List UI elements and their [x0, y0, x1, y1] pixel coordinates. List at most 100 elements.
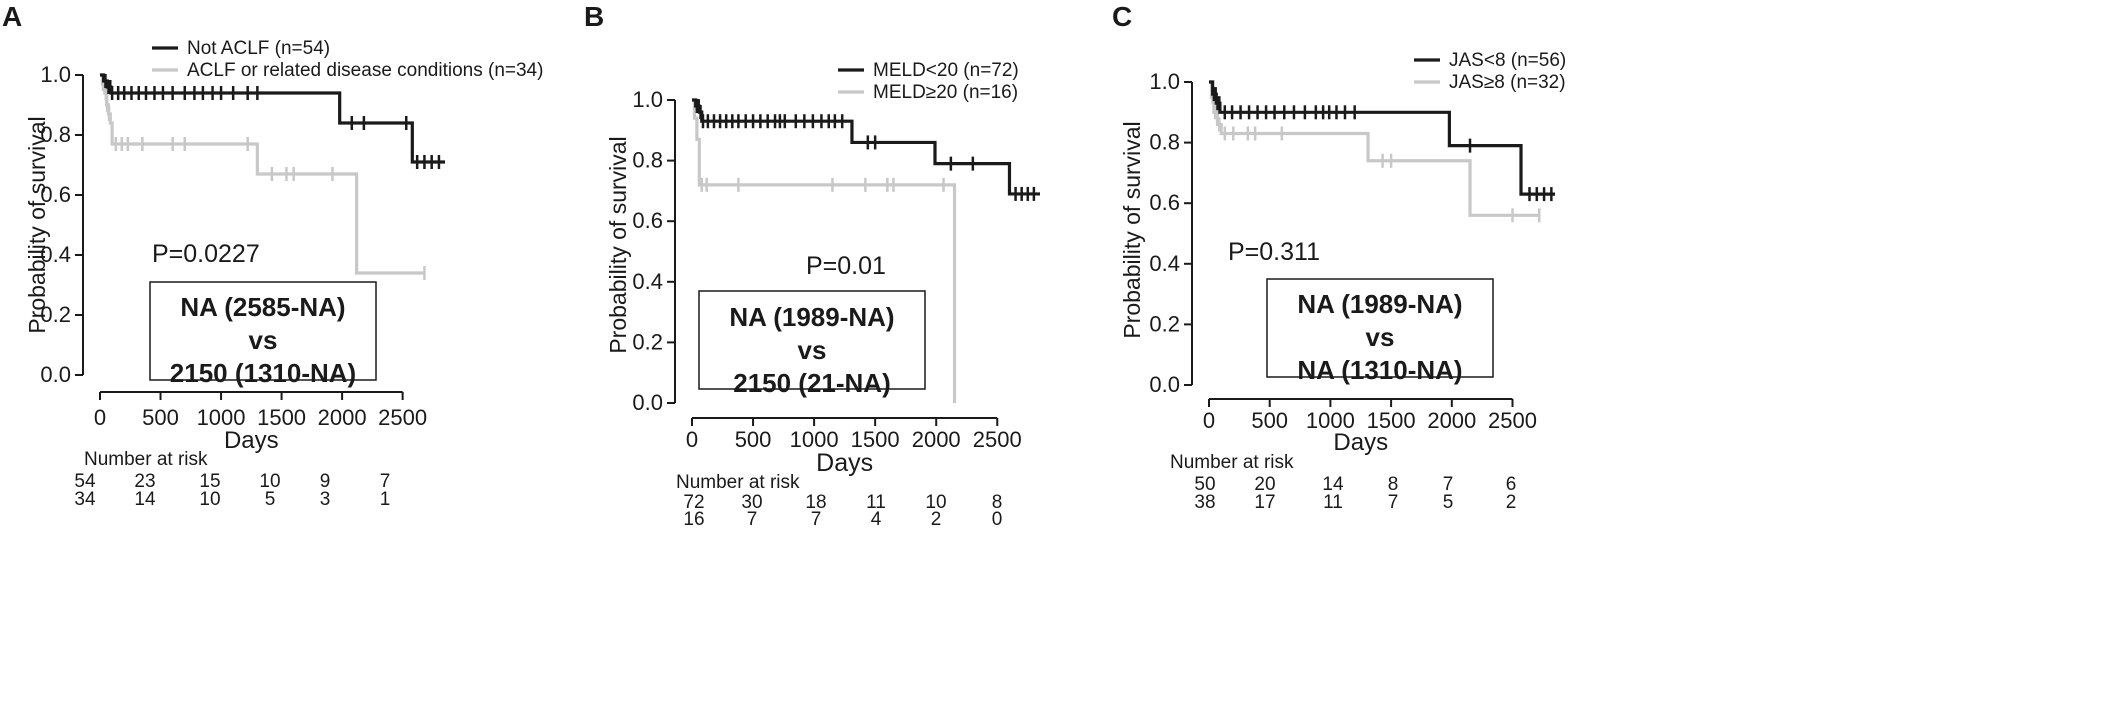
risk-count: 14: [1322, 474, 1344, 495]
risk-count: 7: [380, 471, 391, 492]
median-box-line: vs: [1366, 322, 1395, 352]
survival-curve-1: [1209, 80, 1555, 196]
risk-count: 9: [320, 471, 331, 492]
y-tick-label: 0.4: [632, 269, 663, 294]
risk-count: 2: [1506, 492, 1517, 513]
x-tick-label: 1500: [257, 405, 306, 430]
risk-table-title: Number at risk: [1170, 452, 1294, 473]
y-tick-label: 0.2: [1149, 311, 1180, 336]
survival-curve-1: [100, 73, 445, 164]
risk-count: 14: [134, 489, 156, 510]
risk-count: 23: [134, 471, 155, 492]
y-tick-label: 0.2: [632, 329, 663, 354]
x-tick-label: 0: [686, 427, 698, 452]
risk-count: 20: [1254, 474, 1275, 495]
y-tick-label: 1.0: [1149, 69, 1180, 94]
survival-curve-2: [1209, 80, 1540, 217]
risk-count: 10: [259, 471, 280, 492]
p-value: P=0.311: [1228, 238, 1320, 266]
x-tick-label: 2500: [1488, 408, 1537, 433]
p-value: P=0.01: [806, 252, 886, 280]
x-tick-label: 2000: [912, 427, 961, 452]
x-tick-label: 1000: [790, 427, 839, 452]
risk-count: 7: [747, 509, 758, 530]
legend-label-2: MELD≥20 (n=16): [873, 82, 1018, 103]
y-tick-label: 0.8: [1149, 130, 1180, 155]
y-tick-label: 0.0: [1149, 372, 1180, 397]
legend-label-2: ACLF or related disease conditions (n=34…: [187, 60, 543, 81]
y-axis-title: Probability of survival: [605, 136, 631, 353]
median-box-line: 2150 (1310-NA): [170, 358, 356, 388]
x-tick-label: 0: [94, 405, 106, 430]
median-box: [149, 281, 377, 381]
risk-count: 54: [74, 471, 96, 492]
y-axis-title: Probability of survival: [24, 116, 50, 333]
risk-count: 10: [199, 489, 220, 510]
median-box-line: vs: [249, 325, 278, 355]
median-box: [698, 290, 926, 390]
x-tick-label: 2000: [318, 405, 367, 430]
risk-count: 16: [683, 509, 704, 530]
x-tick-label: 1500: [1367, 408, 1416, 433]
legend-label-1: MELD<20 (n=72): [873, 60, 1019, 81]
x-tick-label: 2500: [378, 405, 427, 430]
risk-count: 5: [265, 489, 276, 510]
risk-count: 17: [1254, 492, 1275, 513]
risk-count: 11: [1323, 492, 1343, 513]
y-tick-label: 1.0: [40, 62, 71, 87]
y-tick-label: 0.6: [1149, 190, 1180, 215]
median-box-line: 2150 (21-NA): [733, 368, 891, 398]
x-tick-label: 1500: [851, 427, 900, 452]
x-tick-label: 500: [1251, 408, 1288, 433]
y-tick-label: 0.4: [40, 242, 71, 267]
y-tick-label: 0.2: [40, 302, 71, 327]
risk-count: 7: [1443, 474, 1454, 495]
risk-count: 3: [320, 489, 331, 510]
median-box-line: NA (1989-NA): [729, 302, 894, 332]
y-tick-label: 0.6: [40, 182, 71, 207]
x-axis-title: Days: [816, 449, 873, 477]
x-tick-label: 500: [735, 427, 772, 452]
panel-a: A 0.0 0.2 0.4 0.6 0.8 1.0 0 500 1000 1500 2000 2500 D…: [2, 1, 543, 510]
y-tick-label: 0.4: [1149, 251, 1180, 276]
risk-count: 38: [1194, 492, 1215, 513]
risk-count: 1: [380, 489, 391, 510]
risk-table-title: Number at risk: [676, 472, 800, 493]
x-tick-label: 2000: [1427, 408, 1476, 433]
x-axis-title: Days: [224, 427, 279, 454]
x-tick-label: 0: [1203, 408, 1215, 433]
legend-label-2: JAS≥8 (n=32): [1449, 72, 1566, 93]
median-box-line: vs: [798, 335, 827, 365]
legend-label-1: Not ACLF (n=54): [187, 38, 330, 59]
panel-label: B: [584, 1, 604, 32]
risk-count: 30: [741, 492, 762, 513]
risk-count: 6: [1506, 474, 1517, 495]
y-tick-label: 0.0: [40, 362, 71, 387]
risk-count: 50: [1194, 474, 1215, 495]
y-tick-label: 0.0: [632, 390, 663, 415]
x-tick-label: 1000: [197, 405, 246, 430]
median-box: [1266, 278, 1494, 378]
y-axis-title: Probability of survival: [1119, 121, 1145, 338]
panel-b: B 0.0 0.2 0.4 0.6 0.8 1.0 0 500 1000 1500 2000 2500 D…: [584, 1, 1040, 530]
panel-c: C 0.0 0.2 0.4 0.6 0.8 1.0 0 500 1000 1500 2000 2500 D…: [1112, 1, 1566, 513]
risk-count: 0: [992, 509, 1003, 530]
risk-count: 7: [811, 509, 822, 530]
x-tick-label: 500: [142, 405, 179, 430]
x-tick-label: 2500: [973, 427, 1022, 452]
risk-count: 18: [805, 492, 826, 513]
risk-count: 4: [871, 509, 882, 530]
median-box-line: NA (1989-NA): [1297, 289, 1462, 319]
risk-count: 34: [74, 489, 96, 510]
risk-count: 15: [199, 471, 220, 492]
y-tick-label: 0.6: [632, 208, 663, 233]
median-box-line: NA (1310-NA): [1297, 355, 1462, 385]
risk-table-title: Number at risk: [84, 449, 208, 470]
median-box-line: NA (2585-NA): [180, 292, 345, 322]
x-tick-label: 1000: [1306, 408, 1355, 433]
survival-curve-2: [100, 73, 425, 275]
p-value: P=0.0227: [152, 240, 260, 268]
y-tick-label: 0.8: [632, 148, 663, 173]
legend-label-1: JAS<8 (n=56): [1449, 50, 1566, 71]
